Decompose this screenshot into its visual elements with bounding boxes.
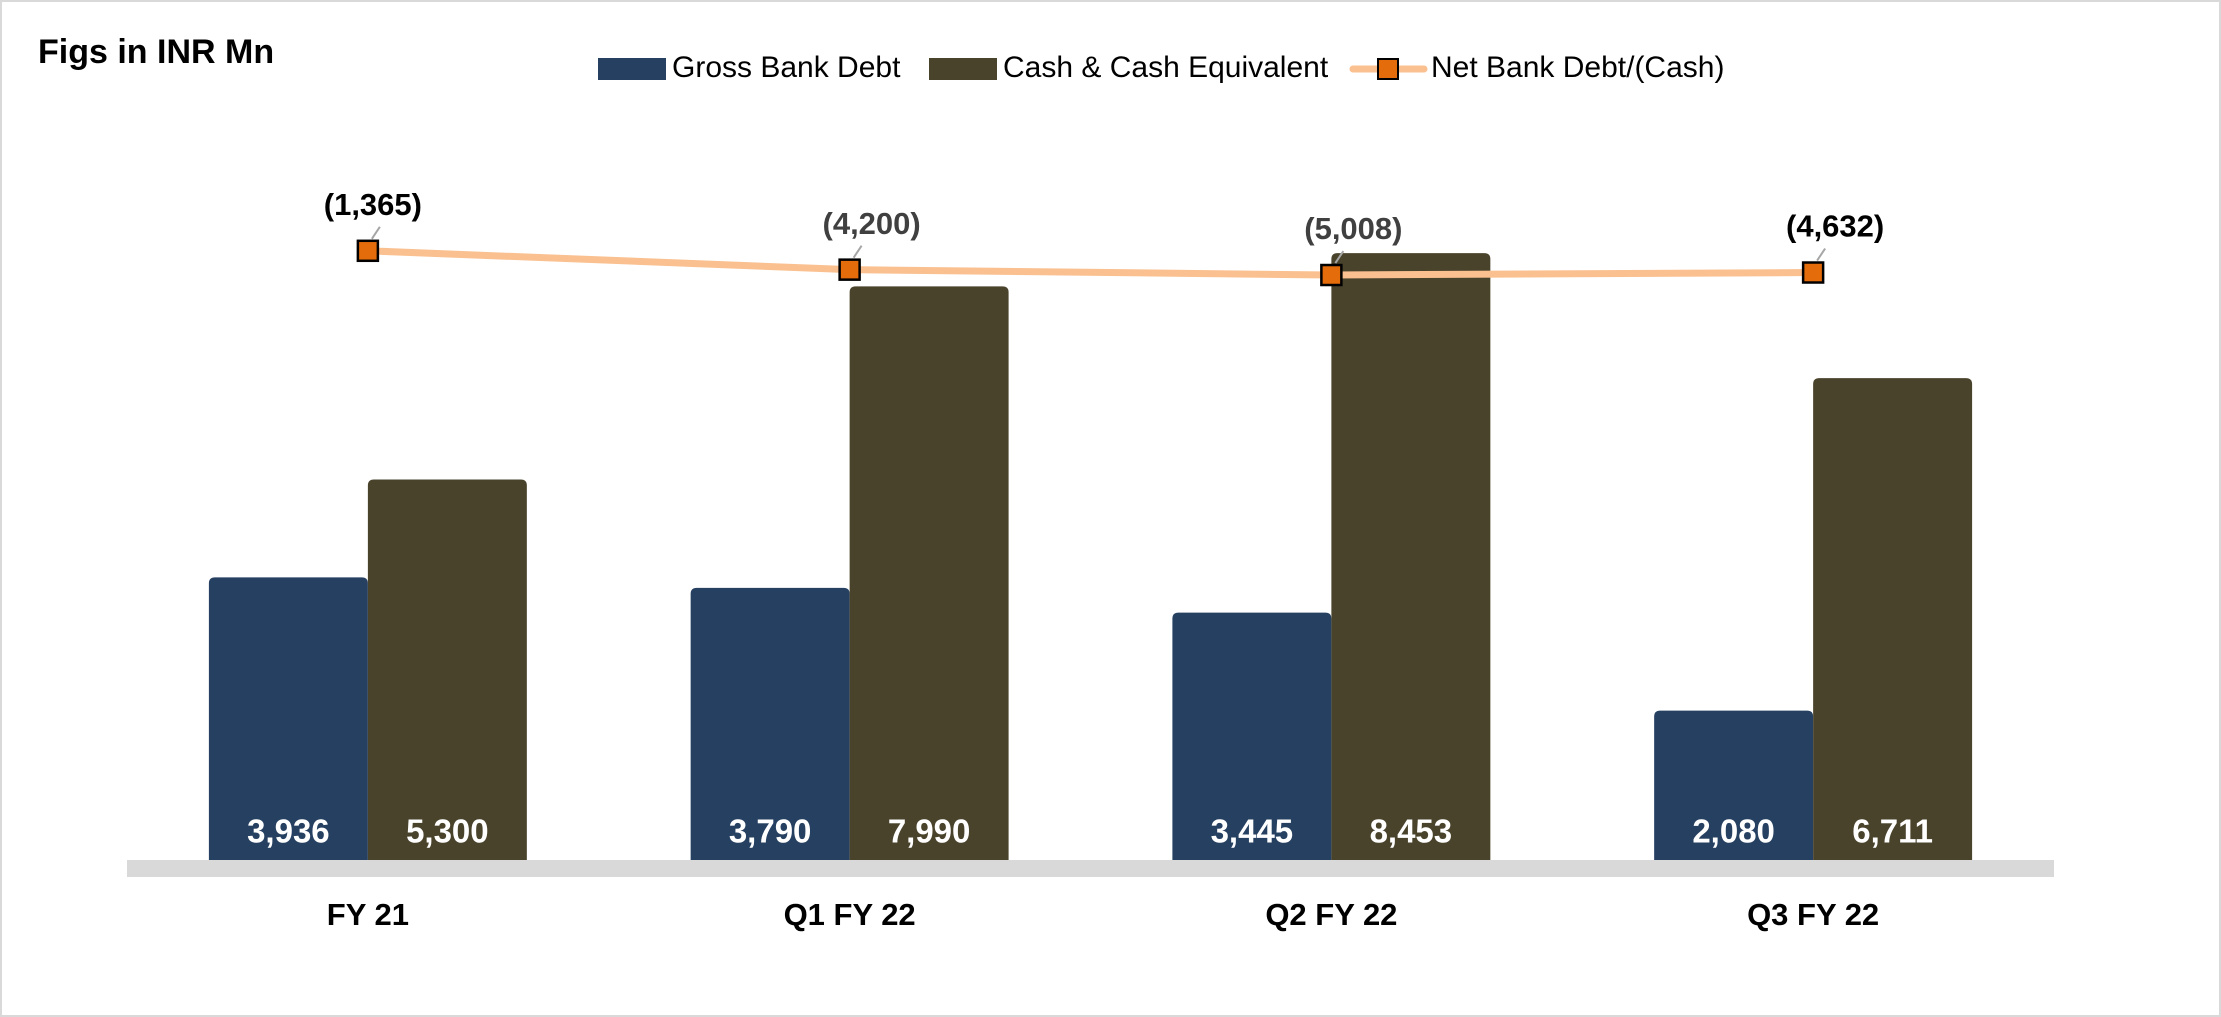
bar bbox=[1813, 378, 1973, 860]
leader-line bbox=[371, 226, 381, 240]
leader-line bbox=[852, 245, 863, 259]
legend-label: Net Bank Debt/(Cash) bbox=[1431, 51, 1724, 84]
leader-line bbox=[1816, 247, 1826, 262]
line bbox=[367, 247, 1814, 279]
line-marker bbox=[356, 239, 380, 263]
bar bbox=[1654, 710, 1814, 860]
bar bbox=[690, 587, 850, 860]
legend-label: Gross Bank Debt bbox=[672, 51, 901, 84]
line-value-label: (4,200) bbox=[823, 206, 921, 241]
bar-value-label: 5,300 bbox=[406, 813, 489, 850]
legend-swatch bbox=[598, 58, 666, 80]
bar bbox=[208, 577, 368, 860]
x-tick-label: Q2 FY 22 bbox=[1265, 897, 1397, 932]
bar-value-label: 3,790 bbox=[729, 813, 812, 850]
x-tick-label: Q3 FY 22 bbox=[1747, 897, 1879, 932]
legend-swatch bbox=[929, 58, 997, 80]
line-value-label: (1,365) bbox=[324, 187, 422, 222]
x-tick-label: FY 21 bbox=[327, 897, 409, 932]
chart-title: Figs in INR Mn bbox=[38, 33, 274, 71]
legend-marker bbox=[1377, 58, 1399, 80]
x-axis-band bbox=[127, 860, 2054, 877]
bar-value-label: 3,445 bbox=[1211, 813, 1294, 850]
line-marker bbox=[1320, 263, 1343, 287]
bar-value-label: 7,990 bbox=[888, 813, 971, 850]
line-marker bbox=[1801, 261, 1825, 284]
bar-value-label: 8,453 bbox=[1370, 813, 1453, 850]
bar-value-label: 2,080 bbox=[1692, 813, 1775, 850]
leader-line bbox=[1334, 250, 1345, 264]
line-value-label: (5,008) bbox=[1304, 211, 1402, 246]
bar bbox=[849, 286, 1009, 860]
line-marker bbox=[838, 258, 861, 281]
bar bbox=[1331, 253, 1491, 861]
bar bbox=[1172, 612, 1332, 860]
bar-value-label: 6,711 bbox=[1852, 813, 1933, 850]
legend-label: Cash & Cash Equivalent bbox=[1003, 51, 1329, 84]
x-tick-label: Q1 FY 22 bbox=[784, 897, 916, 932]
bar-value-label: 3,936 bbox=[247, 813, 330, 850]
bar bbox=[367, 479, 527, 860]
line-value-label: (4,632) bbox=[1786, 209, 1884, 244]
